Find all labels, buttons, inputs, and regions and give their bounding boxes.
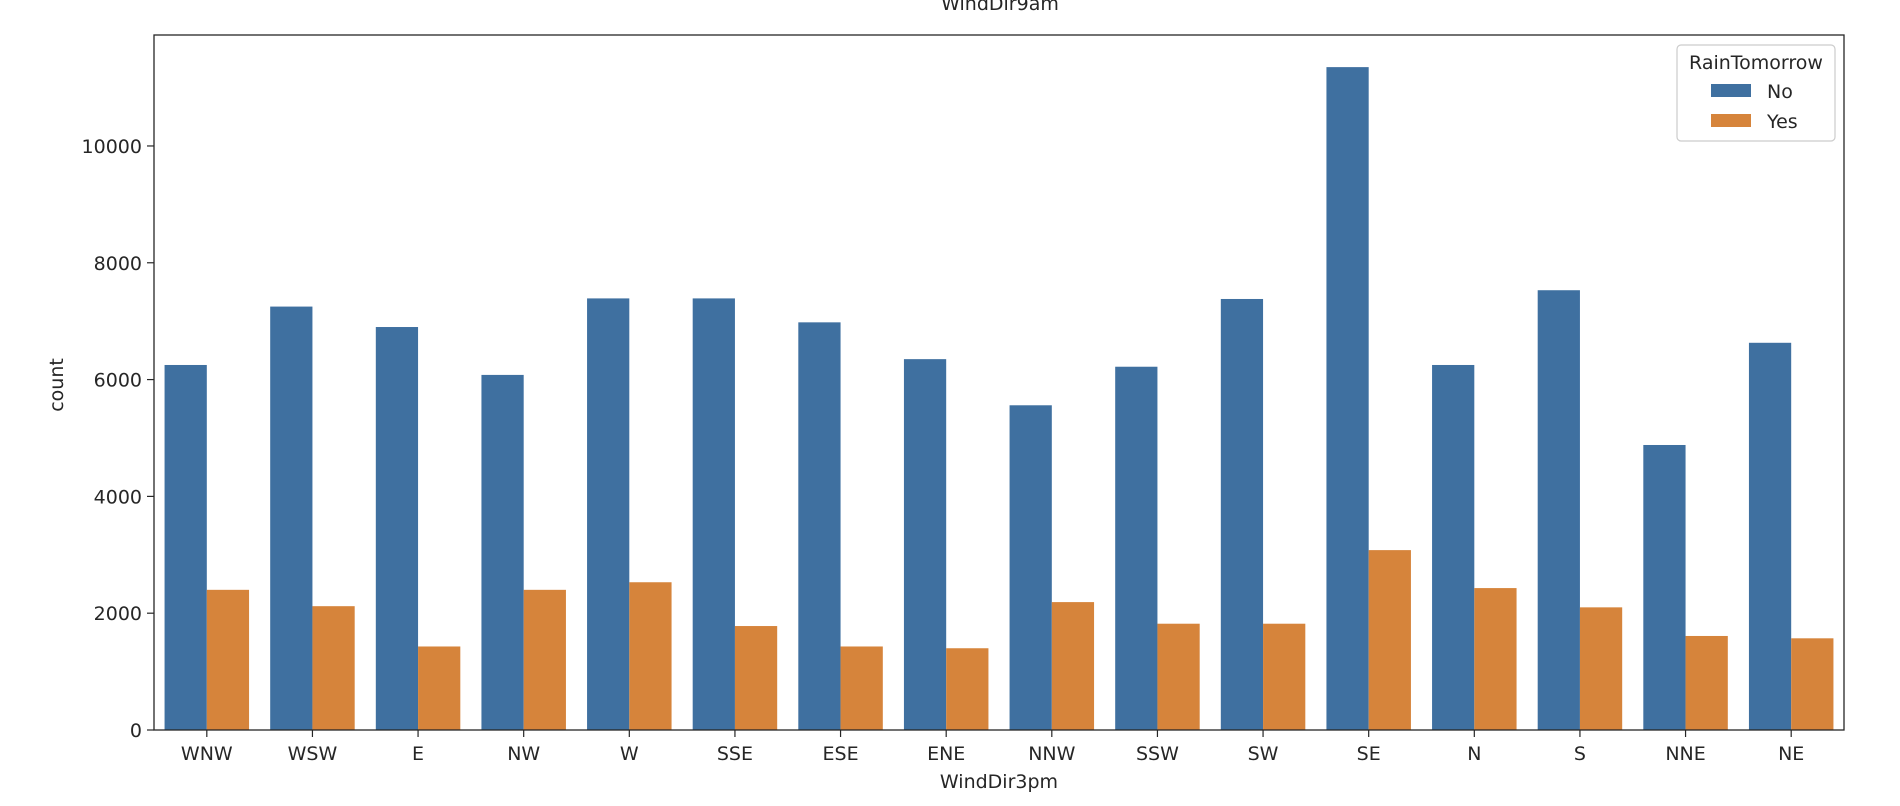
x-tick-label-ese: ESE bbox=[823, 743, 859, 765]
x-tick-label-ne: NE bbox=[1778, 743, 1804, 765]
bar-nne-yes bbox=[1685, 635, 1728, 730]
bar-wnw-no bbox=[164, 364, 207, 730]
x-tick-label-wsw: WSW bbox=[288, 743, 338, 765]
bar-n-yes bbox=[1474, 588, 1517, 730]
chart-title: WindDir9am bbox=[941, 0, 1059, 15]
bar-ne-no bbox=[1748, 342, 1792, 730]
bar-wsw-yes bbox=[312, 606, 355, 730]
x-tick-label-sw: SW bbox=[1248, 743, 1279, 765]
y-tick-label: 0 bbox=[130, 720, 142, 742]
y-tick-label: 4000 bbox=[94, 486, 142, 508]
bar-ese-no bbox=[798, 322, 841, 730]
x-axis-label: WindDir3pm bbox=[940, 771, 1058, 793]
bar-se-yes bbox=[1368, 550, 1411, 730]
x-axis: WNW WSW E NW W SSE ESE ENE NNW SSW SW SE N S NNE NE bbox=[181, 730, 1804, 765]
plot-bars bbox=[164, 67, 1834, 731]
y-axis-label: count bbox=[46, 358, 68, 412]
x-tick-label-sse: SSE bbox=[717, 743, 753, 765]
bar-ene-yes bbox=[946, 648, 989, 730]
x-tick-label-ene: ENE bbox=[927, 743, 965, 765]
x-tick-label-n: N bbox=[1467, 743, 1481, 765]
bar-wnw-yes bbox=[206, 589, 250, 730]
bar-sw-yes bbox=[1263, 623, 1306, 730]
bar-ne-yes bbox=[1791, 638, 1834, 730]
bar-se-no bbox=[1326, 67, 1369, 731]
x-tick-label-nnw: NNW bbox=[1028, 743, 1075, 765]
x-tick-label-nne: NNE bbox=[1665, 743, 1705, 765]
bar-s-yes bbox=[1579, 607, 1623, 730]
y-tick-label: 10000 bbox=[82, 136, 142, 158]
bar-sw-no bbox=[1220, 298, 1264, 730]
y-tick-label: 6000 bbox=[94, 370, 142, 392]
legend-label-yes: Yes bbox=[1766, 111, 1798, 133]
legend: RainTomorrow No Yes bbox=[1676, 44, 1836, 142]
bar-sse-yes bbox=[734, 626, 778, 730]
legend-swatch-no bbox=[1711, 84, 1751, 97]
bar-wsw-no bbox=[270, 306, 313, 730]
bar-e-yes bbox=[418, 646, 461, 730]
x-tick-label-se: SE bbox=[1357, 743, 1381, 765]
x-tick-label-ssw: SSW bbox=[1136, 743, 1179, 765]
bar-nw-yes bbox=[523, 589, 566, 730]
bar-ssw-no bbox=[1115, 366, 1158, 730]
bar-ese-yes bbox=[840, 646, 883, 730]
x-tick-label-e: E bbox=[412, 743, 424, 765]
legend-title: RainTomorrow bbox=[1689, 52, 1823, 74]
bar-n-no bbox=[1432, 364, 1475, 730]
plot-frame bbox=[153, 34, 1845, 731]
bar-nnw-yes bbox=[1051, 602, 1095, 730]
legend-label-no: No bbox=[1767, 81, 1793, 103]
bar-s-no bbox=[1537, 290, 1580, 730]
bar-ssw-yes bbox=[1157, 623, 1200, 730]
bar-w-no bbox=[587, 298, 630, 730]
x-tick-label-wnw: WNW bbox=[181, 743, 233, 765]
bar-sse-no bbox=[692, 298, 735, 730]
bar-e-no bbox=[375, 327, 419, 730]
x-tick-label-w: W bbox=[620, 743, 639, 765]
y-axis: 0 2000 4000 6000 8000 10000 bbox=[82, 136, 154, 742]
bar-ene-no bbox=[903, 359, 947, 730]
y-tick-label: 8000 bbox=[94, 253, 142, 275]
y-tick-label: 2000 bbox=[94, 603, 142, 625]
bar-nne-no bbox=[1643, 444, 1686, 730]
bar-w-yes bbox=[629, 582, 672, 730]
x-tick-label-nw: NW bbox=[507, 743, 540, 765]
legend-swatch-yes bbox=[1711, 114, 1751, 127]
bar-nw-no bbox=[481, 374, 524, 730]
bar-nnw-no bbox=[1009, 405, 1052, 730]
x-tick-label-s: S bbox=[1574, 743, 1586, 765]
